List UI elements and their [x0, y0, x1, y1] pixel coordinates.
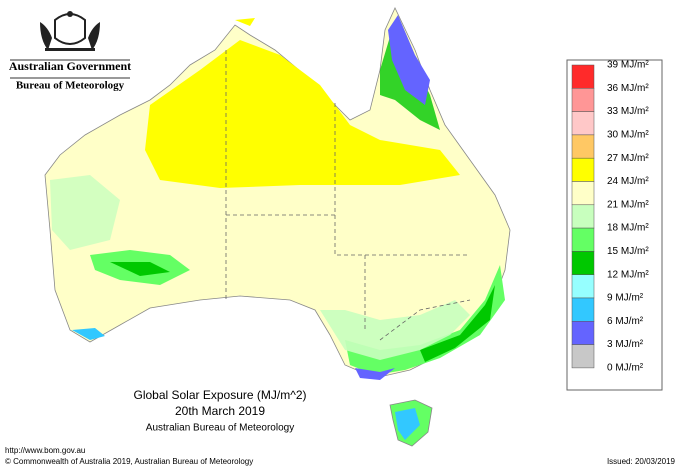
legend-swatch	[571, 157, 595, 182]
legend-swatch	[571, 204, 595, 229]
legend-label: 15 MJ/m²	[607, 246, 649, 257]
legend-swatch	[571, 64, 595, 89]
legend-label: 0 MJ/m²	[607, 363, 644, 374]
legend-swatch	[571, 181, 595, 206]
legend-label: 6 MJ/m²	[607, 316, 644, 327]
copyright: © Commonwealth of Australia 2019, Austra…	[5, 457, 253, 466]
legend-label: 30 MJ/m²	[607, 130, 649, 141]
map-source: Australian Bureau of Meteorology	[146, 423, 294, 434]
legend-label: 33 MJ/m²	[607, 106, 649, 117]
legend-label: 21 MJ/m²	[607, 199, 649, 210]
legend-swatch	[571, 251, 595, 275]
agency-name: Bureau of Meteorology	[16, 80, 125, 92]
legend: 39 MJ/m² 36 MJ/m² 33 MJ/m² 30 MJ/m² 27 MJ/m²…	[571, 60, 649, 374]
legend-label: 3 MJ/m²	[607, 339, 644, 350]
url[interactable]: http://www.bom.gov.au	[5, 446, 85, 455]
legend-label: 12 MJ/m²	[607, 269, 649, 280]
crest	[40, 11, 100, 51]
legend-swatch	[571, 88, 595, 112]
legend-label: 9 MJ/m²	[607, 293, 644, 304]
map-title: Global Solar Exposure (MJ/m^2)	[133, 388, 306, 402]
legend-swatch	[571, 134, 595, 159]
legend-label: 36 MJ/m²	[607, 83, 649, 94]
legend-label: 24 MJ/m²	[607, 176, 649, 187]
legend-swatch	[571, 297, 595, 322]
legend-swatch	[571, 344, 595, 369]
legend-label: 18 MJ/m²	[607, 223, 649, 234]
australia-map	[44, 7, 511, 447]
legend-swatch	[571, 111, 595, 136]
government-name: Australian Government	[9, 59, 131, 73]
legend-swatch	[571, 274, 595, 299]
legend-swatch	[571, 227, 595, 252]
legend-swatch	[571, 321, 595, 345]
legend-label: 27 MJ/m²	[607, 153, 649, 164]
map-date: 20th March 2019	[175, 404, 265, 418]
legend-label: 39 MJ/m²	[607, 60, 649, 71]
issued-date: Issued: 20/03/2019	[607, 457, 676, 466]
